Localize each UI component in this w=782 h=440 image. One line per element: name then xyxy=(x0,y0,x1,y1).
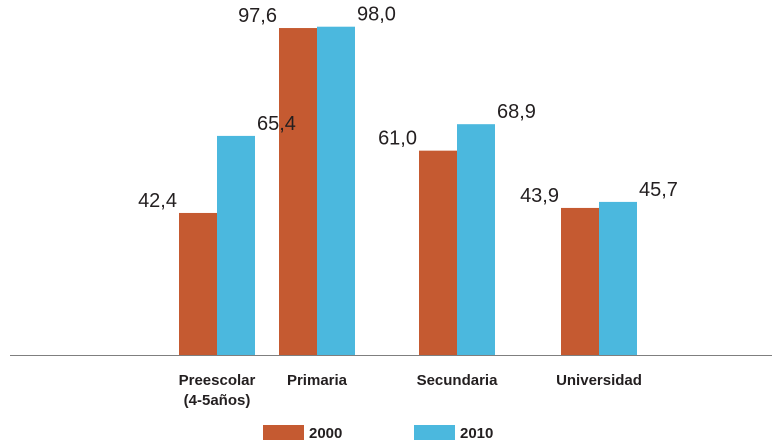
category-label-0: Preescolar (4-5años) xyxy=(179,372,256,409)
category-label-2: Secundaria xyxy=(417,372,499,389)
legend-label-2000: 2000 xyxy=(309,425,342,440)
bar-2000-2 xyxy=(419,150,457,355)
legend-swatch-2000 xyxy=(263,425,304,440)
legend-swatch-2010 xyxy=(414,425,455,440)
value-label-2010-2: 68,9 xyxy=(497,101,536,123)
bar-2000-1 xyxy=(279,28,317,355)
category-label-line: Secundaria xyxy=(417,372,499,389)
category-label-line: Universidad xyxy=(556,372,642,389)
value-label-2000-3: 43,9 xyxy=(520,185,559,207)
value-label-2000-1: 97,6 xyxy=(238,5,277,27)
value-label-2000-2: 61,0 xyxy=(378,128,417,150)
bar-2010-0 xyxy=(217,135,255,355)
bar-2010-2 xyxy=(457,124,495,355)
bar-2010-3 xyxy=(599,201,637,355)
bar-2010-1 xyxy=(317,26,355,355)
category-label-line: (4-5años) xyxy=(184,392,251,409)
value-label-2010-3: 45,7 xyxy=(639,179,678,201)
value-label-2010-0: 65,4 xyxy=(257,113,296,135)
bar-2000-3 xyxy=(561,207,599,355)
bar-2000-0 xyxy=(179,212,217,355)
category-label-3: Universidad xyxy=(556,372,642,389)
value-labels-group: 42,4 65,4 97,6 98,0 61,0 68,9 43,9 45,7 xyxy=(138,4,678,212)
bars-group xyxy=(179,26,637,355)
category-label-line: Preescolar xyxy=(179,372,256,389)
legend-label-2010: 2010 xyxy=(460,425,493,440)
category-label-line: Primaria xyxy=(287,372,348,389)
category-label-1: Primaria xyxy=(287,372,348,389)
value-label-2000-0: 42,4 xyxy=(138,190,177,212)
legend: 2000 2010 xyxy=(263,425,493,440)
category-labels-group: Preescolar (4-5años) Primaria Secundaria Uni… xyxy=(179,372,642,409)
value-label-2010-1: 98,0 xyxy=(357,4,396,26)
